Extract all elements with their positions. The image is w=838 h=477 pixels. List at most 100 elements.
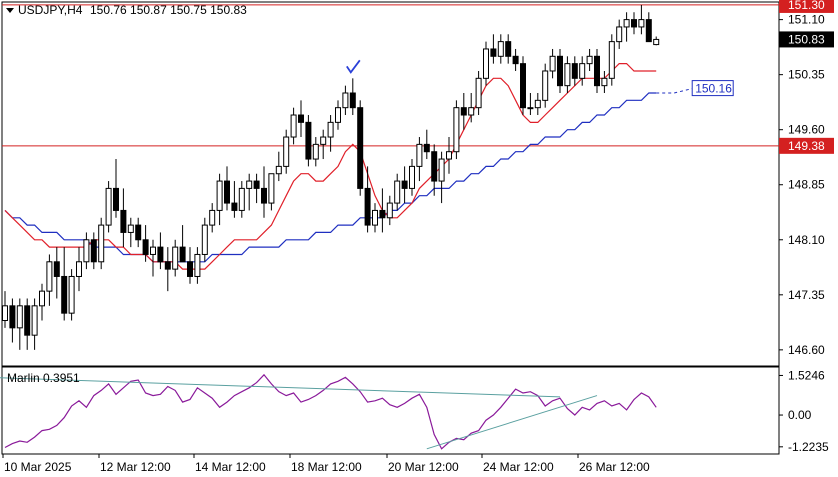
bear-candle (557, 55, 563, 87)
bear-candle (520, 63, 526, 109)
bull-candle (209, 209, 216, 226)
bull-candle (483, 48, 489, 79)
bull-candle (601, 77, 608, 87)
osc-tick-label: 0.00 (788, 408, 812, 422)
bear-candle (135, 224, 142, 241)
bull-candle (290, 114, 297, 138)
bull-candle (453, 107, 460, 153)
bull-candle (616, 26, 623, 43)
time-tick-label: 20 Mar 12:00 (388, 460, 459, 474)
moving-averages: 150.16 (4, 62, 734, 270)
bear-candle (364, 187, 371, 226)
price-tick-label: 151.10 (788, 13, 825, 27)
bull-candle (579, 63, 586, 79)
time-axis: 10 Mar 2025 12 Mar 12:00 14 Mar 12:00 18 Ma… (2, 454, 650, 474)
bull-candle (83, 239, 90, 263)
level-price-badge (779, 137, 834, 154)
price-tick-label: 147.35 (788, 288, 825, 302)
bear-candle (431, 151, 438, 182)
bear-candle (9, 305, 16, 329)
indicator-label: Marlin 0.3951 (7, 371, 80, 385)
ohlc-values: 150.76 150.87 150.75 150.83 (90, 3, 247, 17)
bull-candle (216, 180, 223, 211)
upper-trendline (0, 377, 561, 398)
slow-ma-marker-box (691, 80, 734, 97)
price-tick-label: 148.10 (788, 233, 825, 247)
bear-candle (594, 55, 600, 87)
bear-candle (113, 187, 119, 211)
checkmark-icon (346, 59, 361, 74)
bull-candle (653, 38, 660, 46)
bull-candle (320, 136, 327, 145)
price-tick-label: 150.35 (788, 68, 825, 82)
bull-candle (46, 261, 53, 292)
bear-candle (90, 239, 97, 263)
bear-candle (505, 41, 512, 57)
bear-candle (298, 114, 304, 123)
bull-candle (409, 165, 415, 189)
lower-trendline (426, 395, 598, 450)
price-tick-label: 146.60 (788, 343, 825, 357)
bear-candle (349, 92, 356, 109)
price-panel (1, 1, 780, 367)
bull-candle (623, 19, 630, 28)
bull-candle (194, 253, 201, 277)
bull-candle (39, 290, 45, 307)
bull-candle (564, 63, 571, 87)
bull-candle (150, 246, 156, 255)
bear-candle (53, 261, 60, 277)
bear-candle (512, 55, 519, 65)
bull-candle (275, 165, 282, 175)
bear-candle (187, 261, 193, 277)
osc-tick-label: 1.5246 (788, 368, 825, 382)
bull-candle (16, 305, 23, 329)
bear-candle (179, 246, 186, 263)
bull-candle (394, 180, 401, 204)
bull-candle (283, 136, 290, 167)
bull-candle (416, 143, 423, 167)
bull-candle (31, 305, 38, 336)
bull-candle (2, 305, 8, 321)
level-price-badge (779, 0, 834, 13)
bull-candle (312, 143, 319, 160)
slow-ma-projection (656, 81, 711, 94)
bull-candle (246, 180, 253, 189)
bear-candle (120, 209, 127, 233)
fast-moving-average (4, 62, 657, 270)
bear-candle (157, 246, 164, 263)
bear-candle (164, 261, 171, 270)
bull-candle (172, 246, 179, 270)
level-price-label: 149.38 (788, 139, 825, 153)
bear-candle (571, 63, 578, 79)
bear-candle (645, 19, 652, 43)
bear-candle (357, 107, 364, 189)
bull-candle (76, 261, 82, 277)
oscillator-panel (1, 366, 780, 455)
bull-candle (127, 224, 134, 233)
candles (2, 4, 660, 350)
bear-candle (631, 19, 637, 28)
symbol-dropdown-icon[interactable] (6, 8, 14, 13)
bear-candle (142, 239, 149, 255)
bear-candle (224, 180, 230, 204)
bear-candle (61, 275, 68, 314)
marlin-line (4, 373, 657, 450)
time-tick-label: 10 Mar 2025 (4, 460, 72, 474)
bull-candle (342, 92, 349, 109)
current-price-badge (779, 31, 834, 48)
bull-candle (201, 224, 208, 255)
horizontal-levels: 151.30 149.38 150.83 (2, 0, 834, 154)
level-price-label: 151.30 (788, 0, 825, 12)
time-tick-label: 24 Mar 12:00 (483, 460, 554, 474)
bull-candle (638, 19, 645, 28)
bull-candle (608, 41, 615, 79)
current-price-label: 150.83 (788, 32, 825, 46)
time-tick-label: 12 Mar 12:00 (100, 460, 171, 474)
price-tick-label: 148.85 (788, 178, 825, 192)
symbol-label: USDJPY,H4 (18, 3, 83, 17)
bear-candle (401, 180, 408, 189)
price-axis: 151.10 150.35 149.60 148.85 148.10 147.35 146.… (779, 13, 829, 454)
bear-candle (305, 121, 312, 160)
bull-candle (372, 209, 378, 226)
